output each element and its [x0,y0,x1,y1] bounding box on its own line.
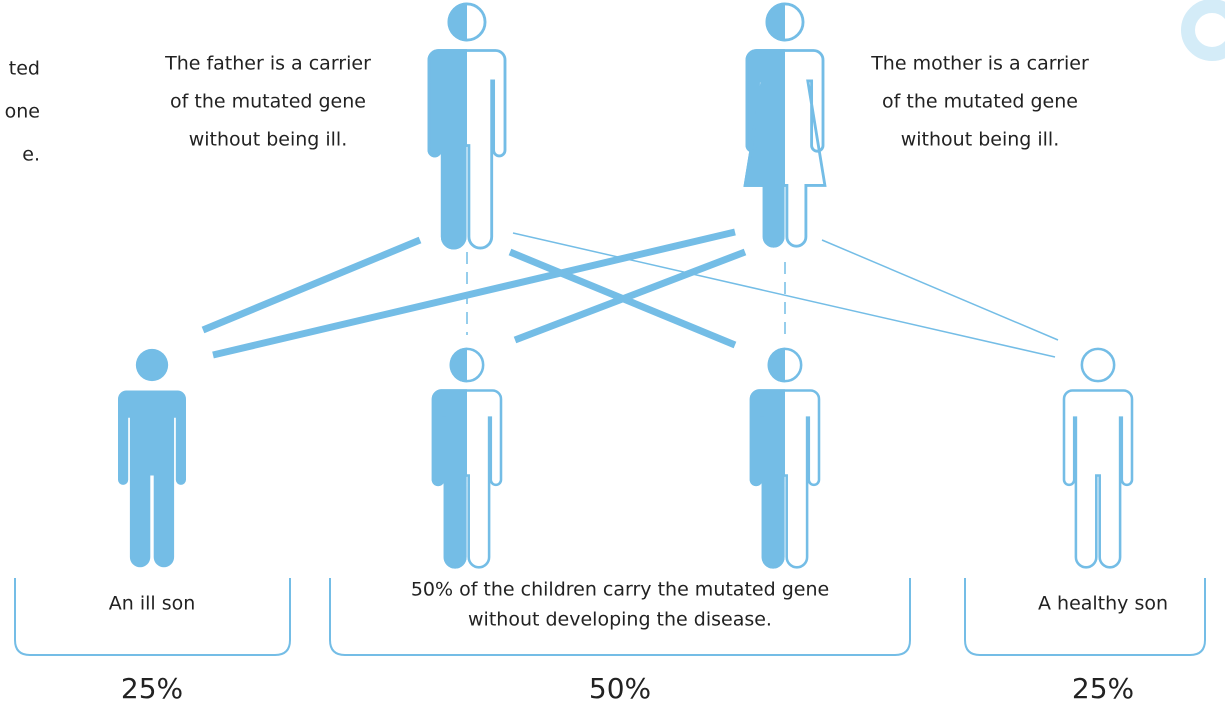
percent: 50% [589,672,651,705]
label: The mother is a carrier [870,53,1089,75]
label: without being ill. [189,129,348,151]
label: of the mutated gene [882,91,1078,113]
page: ted one e. The father is a carrier of the mu… [0,0,1225,706]
connectors [203,232,1058,357]
label: one [5,101,40,123]
person-icon [745,3,825,247]
head [1082,349,1114,381]
person-icon [433,348,501,568]
decoration [1188,6,1225,54]
person-icon [429,3,505,249]
figures [118,3,1132,568]
label: without being ill. [901,129,1060,151]
label: ted [9,58,40,80]
body [118,391,186,568]
bracket [15,578,290,655]
head [136,349,168,381]
label: The father is a carrier [164,53,371,75]
label: e. [22,144,40,166]
percent: 25% [121,672,183,705]
label: A healthy son [1038,593,1168,615]
label: 50% of the children carry the mutated ge… [411,579,829,601]
person-icon [1064,349,1132,567]
texts: ted one e. The father is a carrier of the mu… [5,53,1168,706]
label: without developing the disease. [468,609,772,631]
person-icon [118,349,186,567]
body [1064,391,1132,568]
connector [513,233,1055,357]
connector [822,240,1058,340]
diagram: ted one e. The father is a carrier of the mu… [0,0,1225,706]
person-icon [751,348,819,568]
label: An ill son [109,593,196,615]
percent: 25% [1072,672,1134,705]
bracket [965,578,1205,655]
label: of the mutated gene [170,91,366,113]
